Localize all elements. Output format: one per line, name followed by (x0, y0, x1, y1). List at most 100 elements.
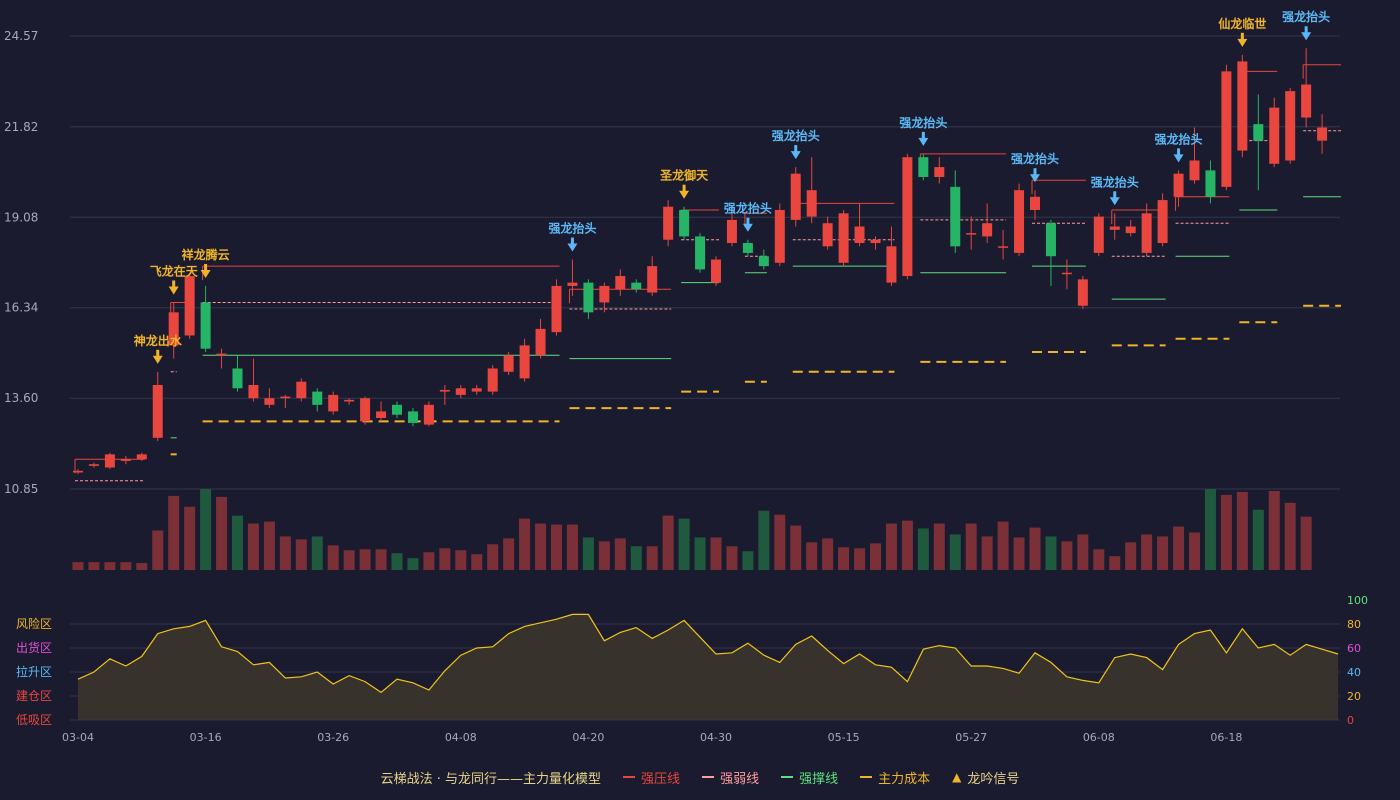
legend-item-resistance[interactable]: 强压线 (623, 768, 680, 787)
volume-bar (1204, 489, 1216, 570)
candle-body (328, 394, 339, 412)
candle-body (679, 210, 690, 237)
candle-body (998, 246, 1009, 248)
candle-body (567, 282, 578, 286)
volume-bar (152, 530, 164, 570)
candle-body (439, 389, 450, 392)
candle-body (376, 411, 387, 419)
candle-body (982, 223, 993, 237)
signal-label: 祥龙腾云 (182, 247, 230, 262)
signal-arrow-shaft (1033, 168, 1037, 176)
candle-body (1125, 226, 1136, 234)
candle-body (774, 210, 785, 263)
oscillator-zone-label: 建仓区 (16, 689, 52, 703)
candle-body (487, 368, 498, 392)
legend-item-weak[interactable]: 强弱线 (702, 768, 759, 787)
candle-body (663, 206, 674, 240)
oscillator-tick-label: 80 (1347, 618, 1361, 631)
date-tick-label: 06-18 (1210, 731, 1242, 744)
volume-bar (710, 537, 722, 570)
candle-body (216, 353, 227, 356)
support-swatch (781, 776, 794, 778)
date-tick-label: 05-15 (828, 731, 860, 744)
candle-body (423, 404, 434, 425)
candle-body (822, 223, 833, 247)
volume-bar (1141, 534, 1153, 570)
legend-item-signal[interactable]: ▲ 龙吟信号 (952, 768, 1019, 787)
volume-bar (391, 553, 403, 570)
volume-bar (997, 521, 1009, 570)
candle-body (503, 355, 514, 372)
volume-bar (72, 562, 84, 570)
oscillator-tick-label: 60 (1347, 642, 1361, 655)
candle-body (583, 282, 594, 313)
signal-arrow-shaft (204, 263, 208, 271)
candle-body (1030, 196, 1040, 211)
candle-body (1077, 279, 1088, 306)
candle-body (551, 285, 562, 333)
candle-body (886, 246, 897, 283)
candle-body (120, 459, 131, 461)
signal-label: 强龙抬头 (1091, 174, 1139, 189)
volume-bar (1125, 542, 1137, 570)
candle-body (200, 302, 211, 349)
legend-item-cost[interactable]: 主力成本 (860, 768, 930, 787)
volume-bar (327, 545, 339, 570)
candle-body (471, 388, 482, 392)
legend-title: 云梯战法 · 与龙同行——主力量化模型 (380, 771, 602, 787)
volume-bar (1093, 549, 1105, 570)
oscillator-tick-label: 0 (1347, 714, 1354, 727)
date-tick-label: 06-08 (1083, 731, 1115, 744)
volume-bar (407, 558, 419, 570)
candle-body (535, 328, 546, 356)
candle-body (1157, 200, 1168, 244)
oscillator-area (78, 614, 1339, 720)
volume-bar (279, 536, 291, 570)
signal-label: 强龙抬头 (1282, 9, 1330, 24)
candle-body (631, 282, 642, 290)
oscillator-tick-label: 40 (1347, 666, 1361, 679)
legend-label-weak: 强弱线 (720, 771, 760, 787)
legend-label-resistance: 强压线 (641, 771, 681, 787)
signal-arrow-shaft (1177, 148, 1181, 156)
chart-legend: 云梯战法 · 与龙同行——主力量化模型 强压线 强弱线 强撑线 主力成本 ▲ 龙… (0, 765, 1400, 789)
signal-arrow-icon (679, 190, 690, 199)
volume-bar (1236, 491, 1248, 570)
volume-bar (582, 537, 594, 570)
volume-bar (965, 523, 977, 570)
date-tick-label: 03-04 (62, 731, 94, 744)
signal-arrow-icon (200, 269, 211, 278)
signal-arrow-shaft (1240, 32, 1244, 40)
candle-body (407, 411, 418, 423)
volume-bar (295, 539, 307, 570)
candle-body (758, 256, 769, 267)
candle-body (248, 384, 259, 399)
volume-bar (774, 514, 786, 570)
candle-body (711, 259, 721, 283)
volume-bar (551, 524, 562, 570)
legend-item-support[interactable]: 强撑线 (781, 768, 838, 787)
signal-arrow-icon (1173, 154, 1184, 163)
volume-bar (232, 515, 243, 570)
resistance-swatch (623, 776, 636, 778)
volume-bar (981, 536, 993, 570)
candle-body (870, 239, 881, 244)
volume-bar (263, 521, 275, 570)
candle-body (1221, 71, 1232, 187)
volume-bar (247, 523, 259, 570)
volume-bar (375, 549, 387, 570)
volume-bar (1013, 537, 1025, 570)
price-tick-label: 13.60 (4, 391, 38, 405)
candle-body (1205, 170, 1216, 197)
signal-arrow-icon (152, 355, 163, 364)
signal-arrow-shaft (156, 349, 160, 357)
oscillator-tick-label: 20 (1347, 690, 1361, 703)
volume-bar (885, 523, 897, 570)
signal-arrow-icon (918, 137, 929, 146)
signal-label: 强龙抬头 (548, 221, 596, 236)
legend-label-support: 强撑线 (799, 771, 839, 787)
price-tick-label: 19.08 (4, 210, 38, 224)
candle-body (73, 470, 83, 473)
candle-body (104, 454, 115, 468)
volume-bar (901, 520, 913, 570)
